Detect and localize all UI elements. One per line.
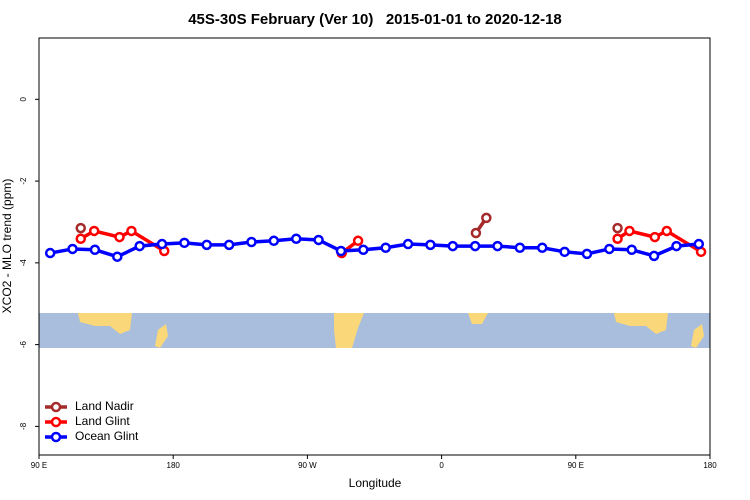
land [691,324,704,348]
y-tick-label: 0 [19,97,28,102]
map-strip [39,313,710,348]
data-point [44,247,56,259]
data-point [671,240,682,252]
data-point [313,234,324,246]
data-point [126,225,137,237]
data-point [156,238,168,250]
data-point [75,222,87,234]
y-tick-label: -2 [19,177,28,185]
data-point [352,235,364,247]
x-tick-label: 90 E [568,461,584,470]
land [78,313,132,334]
legend-marker [50,431,62,443]
data-point [581,248,593,260]
legend-marker [50,416,62,428]
y-tick-label: -4 [19,259,28,267]
data-point [648,250,660,262]
x-tick-label: 0 [439,461,444,470]
data-point [481,212,492,224]
ocean-background [39,313,710,348]
y-tick-label: -6 [19,341,28,349]
legend-marker [50,401,62,413]
land [334,313,364,348]
x-tick-label: 90 E [31,461,47,470]
data-point [470,227,482,239]
data-point [89,244,101,256]
data-point [425,239,436,251]
x-tick-label: 180 [167,461,181,470]
legend-label: Land Glint [75,414,130,428]
data-point [612,222,623,234]
data-point [114,231,125,243]
data-point [447,240,459,252]
data-point [626,244,637,256]
y-axis-label: XCO2 - MLO trend (ppm) [0,179,14,314]
data-point [537,242,548,253]
data-point [624,225,635,237]
land [155,324,168,348]
data-point [112,251,123,262]
x-axis-label: Longitude [349,476,402,490]
y-tick-label: -8 [19,422,28,430]
data-point [661,225,673,237]
plot-frame [38,37,711,456]
data-point [693,238,705,250]
data-point [492,240,503,252]
land [468,313,488,324]
data-point [380,242,391,253]
data-point [559,246,570,258]
data-point [88,225,100,237]
legend-label: Land Nadir [75,399,134,413]
data-point [335,245,347,257]
data-point [67,243,78,255]
data-point [134,240,145,252]
data-point [246,236,257,248]
data-point [201,239,212,251]
data-point [75,233,87,244]
data-point [469,240,481,252]
chart-title: 45S-30S February (Ver 10) 2015-01-01 to … [188,11,562,28]
legend-label: Ocean Glint [75,429,139,443]
x-tick-label: 180 [703,461,717,470]
data-point [290,233,302,244]
data-point [223,239,235,251]
data-point [604,243,615,255]
x-tick-label: 90 W [298,461,317,470]
data-point [402,238,414,250]
data-point [649,231,661,243]
data-point [514,242,526,253]
data-point [612,233,623,244]
land [614,313,668,334]
data-point [358,244,369,256]
data-point [268,235,280,247]
data-point [179,237,190,249]
